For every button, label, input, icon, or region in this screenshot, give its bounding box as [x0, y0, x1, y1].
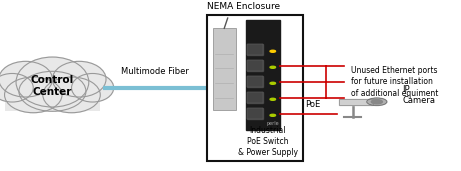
Text: Industrial
PoE Switch
& Power Supply: Industrial PoE Switch & Power Supply	[238, 126, 298, 157]
Ellipse shape	[5, 77, 62, 113]
Bar	[247, 92, 263, 103]
Bar	[247, 92, 263, 103]
Ellipse shape	[71, 74, 114, 102]
Ellipse shape	[19, 71, 86, 111]
Bar	[247, 76, 263, 87]
Circle shape	[270, 114, 276, 116]
Bar	[247, 44, 263, 55]
Text: Multimode Fiber: Multimode Fiber	[121, 67, 189, 76]
Text: Control
Center: Control Center	[31, 75, 74, 97]
Bar	[5, 93, 100, 111]
Bar	[247, 76, 263, 87]
Bar	[247, 108, 263, 119]
Text: NEMA Enclosure: NEMA Enclosure	[207, 2, 280, 11]
Bar	[246, 20, 280, 130]
Circle shape	[367, 98, 387, 106]
Ellipse shape	[53, 61, 106, 97]
Bar	[247, 108, 263, 119]
Circle shape	[270, 98, 276, 100]
Bar	[247, 44, 263, 55]
Ellipse shape	[43, 77, 100, 113]
Ellipse shape	[0, 61, 53, 97]
Circle shape	[371, 100, 382, 104]
Text: perle: perle	[266, 121, 279, 126]
Bar	[247, 60, 263, 71]
Ellipse shape	[16, 57, 89, 107]
Bar	[339, 98, 373, 105]
Text: Unused Ethernet ports
for future installation
of additional equiment: Unused Ethernet ports for future install…	[351, 66, 438, 98]
Bar	[207, 15, 303, 161]
Bar	[213, 28, 236, 110]
Text: PoE: PoE	[305, 100, 321, 109]
Text: IP
Camera: IP Camera	[402, 85, 435, 105]
Circle shape	[270, 82, 276, 84]
Bar	[339, 98, 373, 105]
Bar	[247, 60, 263, 71]
Circle shape	[270, 50, 276, 52]
Ellipse shape	[0, 74, 33, 102]
Circle shape	[270, 66, 276, 68]
